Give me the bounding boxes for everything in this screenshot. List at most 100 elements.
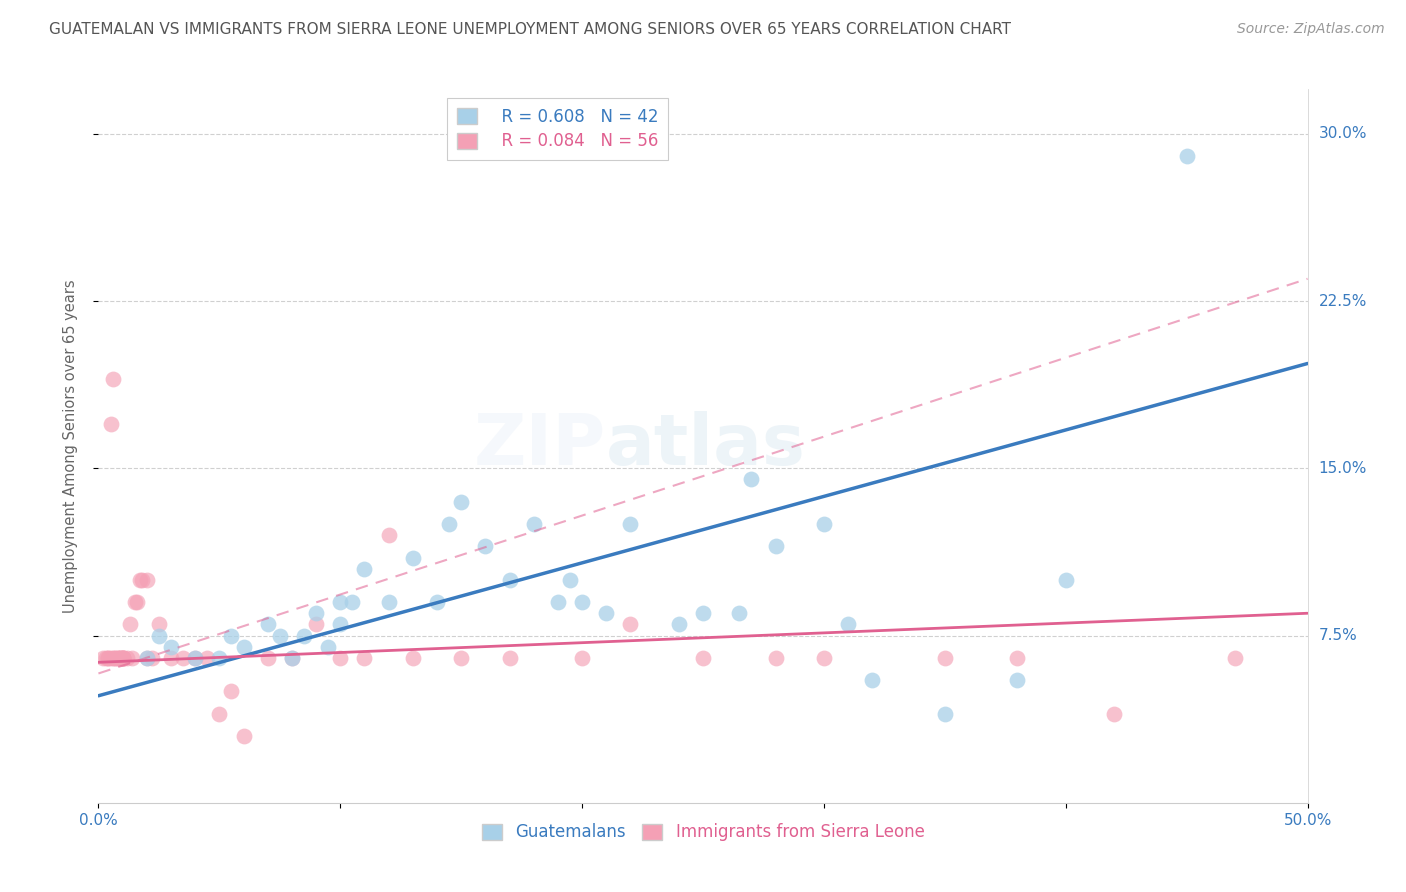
Point [97, 651, 120, 665]
Point [353, 651, 375, 665]
Point [221, 628, 243, 642]
Point [111, 651, 134, 665]
Point [668, 617, 690, 632]
Point [281, 651, 304, 665]
Point [329, 651, 352, 665]
Point [450, 651, 472, 665]
Point [329, 617, 352, 632]
Point [329, 595, 352, 609]
Point [184, 651, 207, 665]
Text: atlas: atlas [606, 411, 806, 481]
Point [450, 494, 472, 508]
Point [131, 573, 153, 587]
Point [117, 651, 139, 665]
Point [619, 516, 641, 531]
Point [135, 651, 157, 665]
Point [94, 651, 117, 665]
Point [1223, 651, 1246, 665]
Point [342, 595, 364, 609]
Text: Source: ZipAtlas.com: Source: ZipAtlas.com [1237, 22, 1385, 37]
Point [107, 651, 129, 665]
Point [111, 651, 134, 665]
Point [934, 706, 956, 721]
Legend: Guatemalans, Immigrants from Sierra Leone: Guatemalans, Immigrants from Sierra Leon… [475, 817, 931, 848]
Point [692, 651, 714, 665]
Point [316, 640, 339, 654]
Point [108, 651, 131, 665]
Point [108, 651, 131, 665]
Point [141, 651, 163, 665]
Point [740, 473, 762, 487]
Point [172, 651, 194, 665]
Point [813, 651, 835, 665]
Point [91, 651, 114, 665]
Text: 15.0%: 15.0% [1319, 461, 1367, 475]
Point [232, 640, 254, 654]
Point [111, 651, 134, 665]
Point [437, 516, 460, 531]
Text: ZIP: ZIP [474, 411, 606, 481]
Point [101, 372, 124, 386]
Point [148, 628, 170, 642]
Point [571, 595, 593, 609]
Point [765, 651, 787, 665]
Point [1007, 673, 1029, 687]
Point [111, 651, 134, 665]
Point [281, 651, 304, 665]
Point [1102, 706, 1125, 721]
Point [101, 651, 124, 665]
Point [232, 729, 254, 743]
Point [135, 651, 157, 665]
Point [619, 617, 641, 632]
Point [97, 651, 120, 665]
Point [135, 573, 157, 587]
Point [269, 628, 291, 642]
Text: 22.5%: 22.5% [1319, 293, 1367, 309]
Point [305, 617, 328, 632]
Point [523, 516, 546, 531]
Point [184, 651, 207, 665]
Point [104, 651, 127, 665]
Point [100, 651, 122, 665]
Point [547, 595, 569, 609]
Point [765, 539, 787, 553]
Point [426, 595, 449, 609]
Point [595, 607, 617, 621]
Point [728, 607, 751, 621]
Point [118, 617, 141, 632]
Point [208, 706, 231, 721]
Point [111, 651, 134, 665]
Point [305, 607, 328, 621]
Point [128, 573, 150, 587]
Point [100, 417, 122, 431]
Point [221, 684, 243, 698]
Point [195, 651, 218, 665]
Point [353, 562, 375, 576]
Point [124, 595, 146, 609]
Point [377, 528, 399, 542]
Point [558, 573, 581, 587]
Text: 30.0%: 30.0% [1319, 127, 1367, 141]
Point [160, 651, 183, 665]
Point [1007, 651, 1029, 665]
Point [256, 617, 278, 632]
Point [256, 651, 278, 665]
Point [1054, 573, 1077, 587]
Point [571, 651, 593, 665]
Point [474, 539, 496, 553]
Point [498, 573, 520, 587]
Point [934, 651, 956, 665]
Point [104, 651, 127, 665]
Point [127, 595, 149, 609]
Point [121, 651, 143, 665]
Point [498, 651, 520, 665]
Point [292, 628, 315, 642]
Point [402, 550, 425, 565]
Point [377, 595, 399, 609]
Text: GUATEMALAN VS IMMIGRANTS FROM SIERRA LEONE UNEMPLOYMENT AMONG SENIORS OVER 65 YE: GUATEMALAN VS IMMIGRANTS FROM SIERRA LEO… [49, 22, 1011, 37]
Point [108, 651, 131, 665]
Point [107, 651, 129, 665]
Point [208, 651, 231, 665]
Point [813, 516, 835, 531]
Text: 7.5%: 7.5% [1319, 628, 1357, 643]
